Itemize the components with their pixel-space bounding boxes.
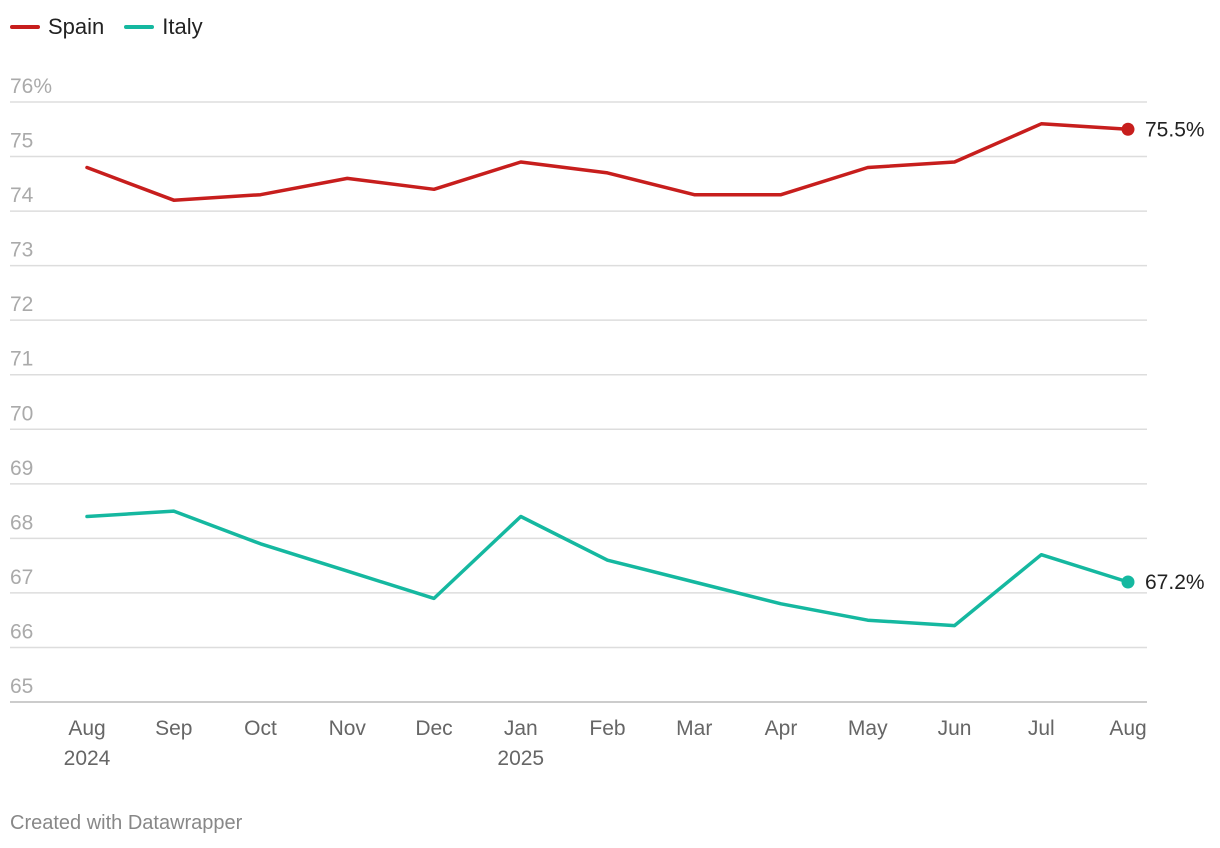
y-tick-label: 72 xyxy=(10,293,33,316)
x-tick-label: Jan xyxy=(504,717,538,740)
x-tick-label: Aug xyxy=(68,717,105,740)
y-tick-label: 75 xyxy=(10,130,33,153)
y-tick-label: 76% xyxy=(10,75,52,98)
x-tick-label: Jun xyxy=(938,717,972,740)
legend-label: Spain xyxy=(48,14,105,39)
x-axis: Aug 2024 Sep Oct Nov Dec Jan 2025 Feb Mar Apr May Ju… xyxy=(64,717,1147,770)
legend-swatch xyxy=(10,25,40,29)
line-chart: 76% 75 74 73 72 71 70 69 68 67 66 65 Aug 2024 Sep Oct N… xyxy=(10,75,1205,770)
end-value-label: 67.2% xyxy=(1145,571,1205,594)
x-tick-label: Oct xyxy=(244,717,277,740)
legend-item-spain: Spain xyxy=(10,14,104,40)
x-tick-label: Dec xyxy=(415,717,452,740)
end-value-label: 75.5% xyxy=(1145,118,1205,141)
y-tick-label: 65 xyxy=(10,675,33,698)
x-tick-label: Feb xyxy=(589,717,625,740)
x-tick-label: May xyxy=(848,717,888,740)
x-tick-label: Nov xyxy=(329,717,367,740)
x-tick-year-label: 2024 xyxy=(64,747,111,770)
footer-credit: Created with Datawrapper xyxy=(10,812,243,834)
x-tick-label: Jul xyxy=(1028,717,1055,740)
y-tick-label: 67 xyxy=(10,566,33,589)
legend-item-italy: Italy xyxy=(124,14,203,40)
legend-swatch xyxy=(124,25,155,29)
series-layer: 75.5% 67.2% xyxy=(85,118,1205,628)
grid-layer: 76% 75 74 73 72 71 70 69 68 67 66 65 xyxy=(10,75,1147,703)
y-tick-label: 70 xyxy=(10,402,33,425)
y-tick-label: 74 xyxy=(10,184,34,207)
series-line-spain xyxy=(85,122,1130,202)
end-point-spain xyxy=(1121,122,1135,136)
x-tick-label: Sep xyxy=(155,717,192,740)
end-point-italy xyxy=(1121,575,1135,589)
x-tick-year-label: 2025 xyxy=(497,747,544,770)
x-tick-label: Apr xyxy=(765,717,798,740)
y-tick-label: 69 xyxy=(10,457,33,480)
chart-legend: Spain Italy xyxy=(10,14,223,40)
y-tick-label: 68 xyxy=(10,511,33,534)
y-tick-label: 71 xyxy=(10,348,33,371)
x-tick-label: Aug xyxy=(1109,717,1146,740)
x-tick-label: Mar xyxy=(676,717,712,740)
y-tick-label: 73 xyxy=(10,239,33,262)
series-line-italy xyxy=(85,509,1130,628)
legend-label: Italy xyxy=(162,14,203,39)
y-tick-label: 66 xyxy=(10,620,33,643)
